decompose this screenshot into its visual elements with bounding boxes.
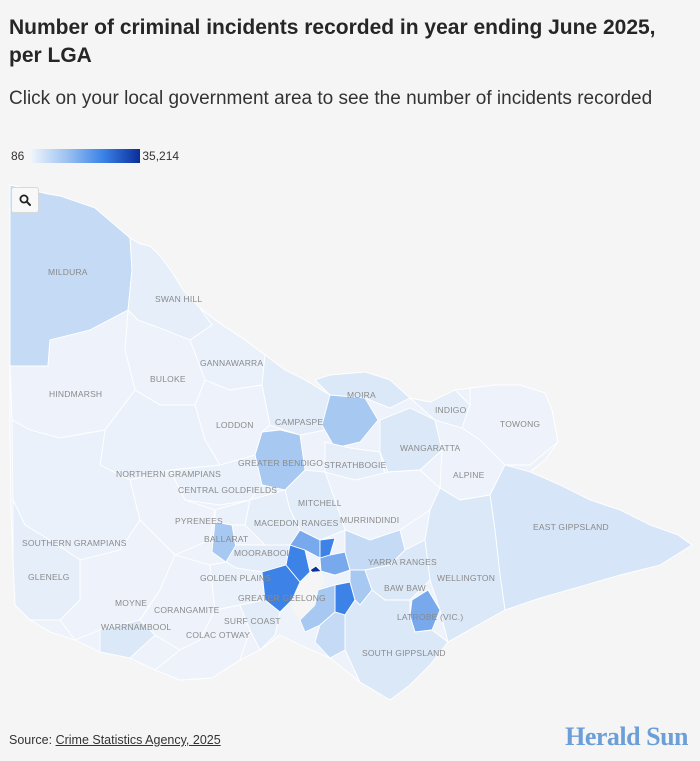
label-latrobe: LATROBE (VIC.) [397,612,463,622]
label-mitchell: MITCHELL [298,498,342,508]
label-hindmarsh: HINDMARSH [49,389,102,399]
label-moira: MOIRA [347,390,376,400]
source-prefix: Source: [9,733,56,747]
label-yarra-ranges: YARRA RANGES [368,557,437,567]
label-ballarat: BALLARAT [204,534,248,544]
label-south-gippsland: SOUTH GIPPSLAND [362,648,446,658]
label-loddon: LODDON [216,420,254,430]
label-northern-grampians: NORTHERN GRAMPIANS [116,469,221,479]
lga-greater-shepparton[interactable] [321,394,379,449]
label-towong: TOWONG [500,419,540,429]
label-wellington: WELLINGTON [437,573,495,583]
legend-max-label: 35,214 [142,149,180,163]
label-corangamite: CORANGAMITE [154,605,220,615]
map-search-button[interactable] [11,187,39,213]
label-gannawarra: GANNAWARRA [200,358,263,368]
lga-bass-coast[interactable] [314,611,346,659]
lga-wangaratta[interactable] [379,407,443,473]
label-glenelg: GLENELG [28,572,70,582]
label-surf-coast: SURF COAST [224,616,281,626]
legend-gradient-bar [30,149,141,163]
label-strathbogie: STRATHBOGIE [324,460,387,470]
label-pyrenees: PYRENEES [175,516,223,526]
label-greater-bendigo: GREATER BENDIGO [238,458,323,468]
label-alpine: ALPINE [453,470,485,480]
label-murrindindi: MURRINDINDI [340,515,399,525]
label-macedon-ranges: MACEDON RANGES [254,518,339,528]
victoria-lga-map[interactable]: MILDURA SWAN HILL GANNAWARRA BULOKE HIND… [0,180,700,710]
search-icon [19,194,31,206]
label-indigo: INDIGO [435,405,467,415]
lga-towong[interactable] [461,384,559,466]
legend-min-label: 86 [11,149,25,163]
lga-east-gippsland[interactable] [489,464,693,611]
label-baw-baw: BAW BAW [384,583,426,593]
chart-subtitle: Click on your local government area to s… [9,88,653,109]
label-swan-hill: SWAN HILL [155,294,202,304]
label-wangaratta: WANGARATTA [400,443,461,453]
lga-wyndham[interactable] [285,544,311,583]
lga-hepburn[interactable] [214,499,251,526]
label-golden-plains: GOLDEN PLAINS [200,573,271,583]
source-note: Source: Crime Statistics Agency, 2025 [9,733,221,747]
label-moyne: MOYNE [115,598,147,608]
lga-warrnambool[interactable] [99,619,156,659]
label-buloke: BULOKE [150,374,186,384]
choropleth-map[interactable]: MILDURA SWAN HILL GANNAWARRA BULOKE HIND… [0,180,700,710]
label-warrnambool: WARRNAMBOOL [101,622,171,632]
label-colac-otway: COLAC OTWAY [186,630,250,640]
label-central-goldfields: CENTRAL GOLDFIELDS [178,485,277,495]
source-link[interactable]: Crime Statistics Agency, 2025 [55,733,221,747]
label-campaspe: CAMPASPE [275,417,323,427]
label-mildura: MILDURA [48,267,88,277]
color-legend: 86 35,214 [11,148,179,164]
herald-sun-logo: Herald Sun [565,722,688,751]
label-moorabool: MOORABOOL [234,548,292,558]
label-east-gippsland: EAST GIPPSLAND [533,522,609,532]
label-southern-grampians: SOUTHERN GRAMPIANS [22,538,127,548]
chart-title: Number of criminal incidents recorded in… [9,16,656,67]
lga-colac-otway[interactable] [154,604,251,681]
port-phillip-bay [292,571,325,620]
label-greater-geelong: GREATER GEELONG [238,593,326,603]
